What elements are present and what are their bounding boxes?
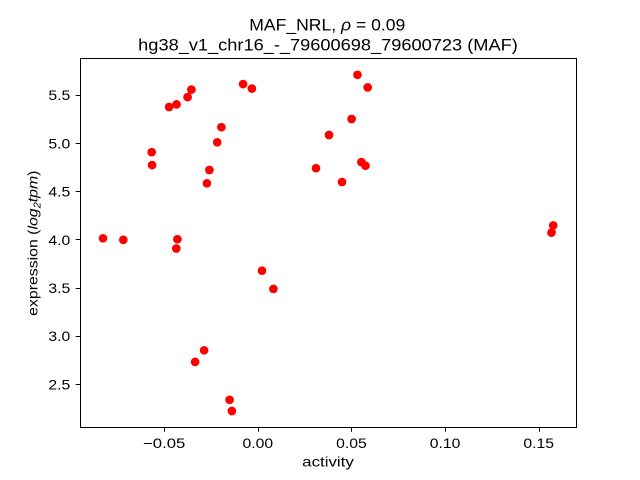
svg-text:0.15: 0.15: [523, 435, 554, 451]
svg-text:4.0: 4.0: [48, 232, 70, 248]
svg-text:5.5: 5.5: [48, 87, 70, 103]
svg-text:0.00: 0.00: [242, 435, 273, 451]
svg-text:3.5: 3.5: [48, 280, 70, 296]
svg-text:3.0: 3.0: [48, 328, 70, 344]
svg-text:0.10: 0.10: [430, 435, 461, 451]
svg-text:0.05: 0.05: [336, 435, 367, 451]
svg-text:2.5: 2.5: [48, 376, 70, 392]
svg-text:activity: activity: [302, 454, 354, 470]
svg-text:4.5: 4.5: [48, 184, 70, 200]
svg-text:MAF_NRL, ρ = 0.09: MAF_NRL, ρ = 0.09: [249, 16, 405, 35]
svg-text:hg38_v1_chr16_-_79600698_79600: hg38_v1_chr16_-_79600698_79600723 (MAF): [138, 36, 518, 55]
svg-text:−0.05: −0.05: [143, 435, 186, 451]
svg-text:5.0: 5.0: [48, 135, 70, 151]
